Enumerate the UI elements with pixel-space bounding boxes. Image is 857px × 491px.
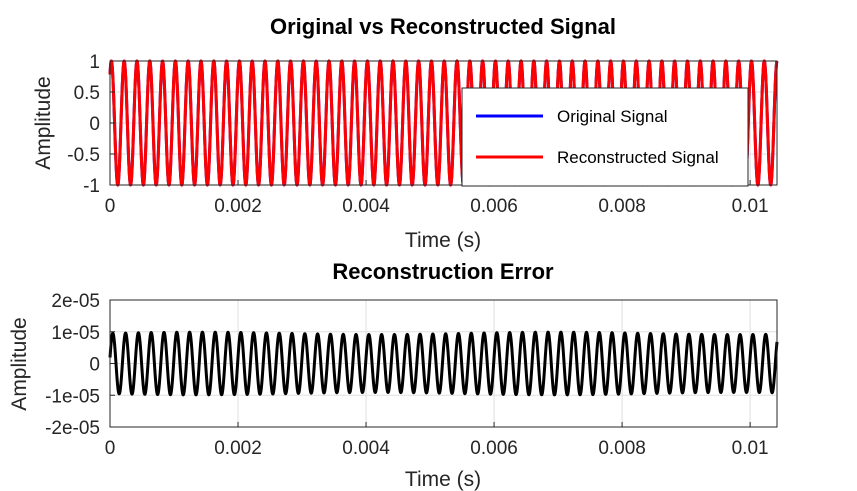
x-tick-label: 0.004	[342, 196, 390, 217]
x-tick-label: 0.01	[732, 438, 769, 459]
y-tick-label: -0.5	[67, 145, 100, 166]
y-tick-label: 1e-05	[51, 323, 100, 344]
x-axis-label: Time (s)	[405, 229, 481, 252]
x-tick-label: 0	[105, 196, 116, 217]
x-tick-label: 0.006	[470, 196, 518, 217]
y-tick-label: -1	[83, 176, 100, 197]
series-line-1	[108, 330, 779, 397]
y-tick-label: -2e-05	[45, 418, 100, 439]
x-tick-label: 0.004	[342, 438, 390, 459]
error-chart: Reconstruction Error 0 0.002 0.004 0.006 0.0…	[8, 259, 779, 491]
y-tick-label: 0	[89, 355, 100, 376]
legend: Original Signal Reconstructed Signal	[461, 87, 749, 187]
x-ticks: 0 0.002 0.004 0.006 0.008 0.01	[105, 180, 769, 217]
x-tick-label: 0.01	[732, 196, 769, 217]
y-ticks: 2e-05 1e-05 0 -1e-05 -2e-05	[45, 291, 115, 439]
x-tick-label: 0	[105, 438, 116, 459]
x-tick-label: 0.002	[214, 438, 262, 459]
signal-chart: Original vs Reconstructed Signal 0 0.002 0…	[32, 14, 779, 252]
y-tick-label: 1	[89, 52, 100, 73]
x-tick-label: 0.002	[214, 196, 262, 217]
x-axis-label: Time (s)	[405, 468, 481, 491]
y-tick-label: 0.5	[74, 83, 100, 104]
y-ticks: 1 0.5 0 -0.5 -1	[67, 52, 115, 197]
plot-lines	[108, 330, 779, 397]
y-tick-label: 0	[89, 114, 100, 135]
x-tick-label: 0.008	[598, 438, 646, 459]
legend-label-reconstructed: Reconstructed Signal	[557, 148, 719, 167]
x-tick-label: 0.006	[470, 438, 518, 459]
legend-label-original: Original Signal	[557, 107, 668, 126]
y-tick-label: 2e-05	[51, 291, 100, 312]
legend-box	[461, 87, 749, 187]
x-ticks: 0 0.002 0.004 0.006 0.008 0.01	[105, 422, 769, 459]
x-tick-label: 0.008	[598, 196, 646, 217]
chart-title: Original vs Reconstructed Signal	[270, 14, 616, 39]
y-axis-label: Amplitude	[8, 317, 31, 410]
y-tick-label: -1e-05	[45, 386, 100, 407]
chart-title: Reconstruction Error	[332, 259, 554, 284]
y-axis-label: Amplitude	[32, 76, 55, 169]
